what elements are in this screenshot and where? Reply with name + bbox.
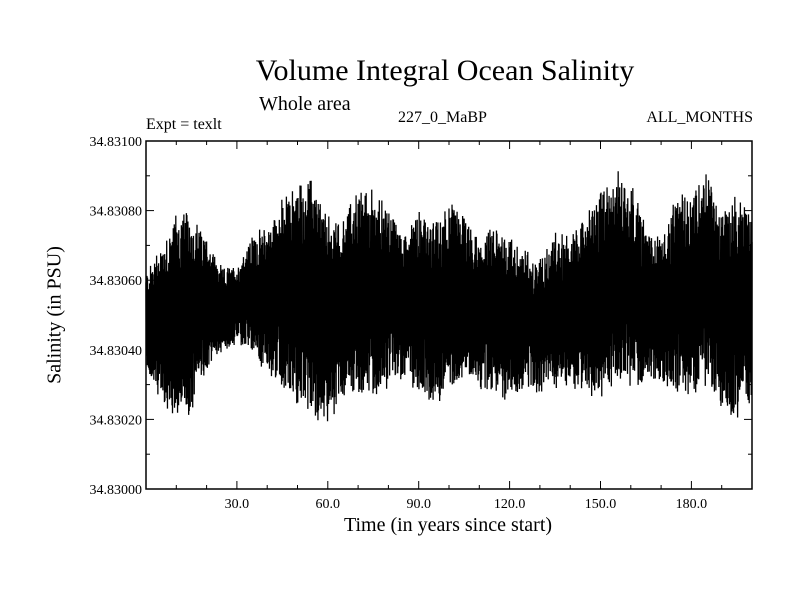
chart-subtitle: Whole area [259, 93, 351, 115]
expt-label: Expt = texlt [146, 116, 222, 133]
x-axis-label: Time (in years since start) [343, 514, 553, 536]
chart-title: Volume Integral Ocean Salinity [255, 54, 635, 87]
salinity-series-line [145, 171, 753, 422]
x-tick-label: 90.0 [406, 497, 431, 512]
x-tick-label: 150.0 [585, 497, 617, 512]
y-tick-label: 34.83060 [90, 274, 143, 289]
y-tick-label: 34.83100 [90, 135, 143, 150]
ticks-layer: 30.0 60.0 90.0 120.0 150.0 180.0 34.83000 34.83… [90, 135, 752, 512]
x-tick-label: 120.0 [494, 497, 526, 512]
y-tick-label: 34.83040 [90, 344, 143, 359]
months-label: ALL_MONTHS [646, 109, 753, 126]
plot-frame [145, 140, 753, 490]
series-layer [145, 171, 753, 422]
x-tick-label: 30.0 [225, 497, 250, 512]
y-tick-label: 34.83080 [90, 205, 143, 220]
x-tick-label: 60.0 [316, 497, 341, 512]
x-tick-label: 180.0 [676, 497, 708, 512]
y-tick-label: 34.83020 [90, 413, 143, 428]
experiment-name: 227_0_MaBP [398, 109, 487, 126]
y-tick-label: 34.83000 [90, 483, 143, 498]
